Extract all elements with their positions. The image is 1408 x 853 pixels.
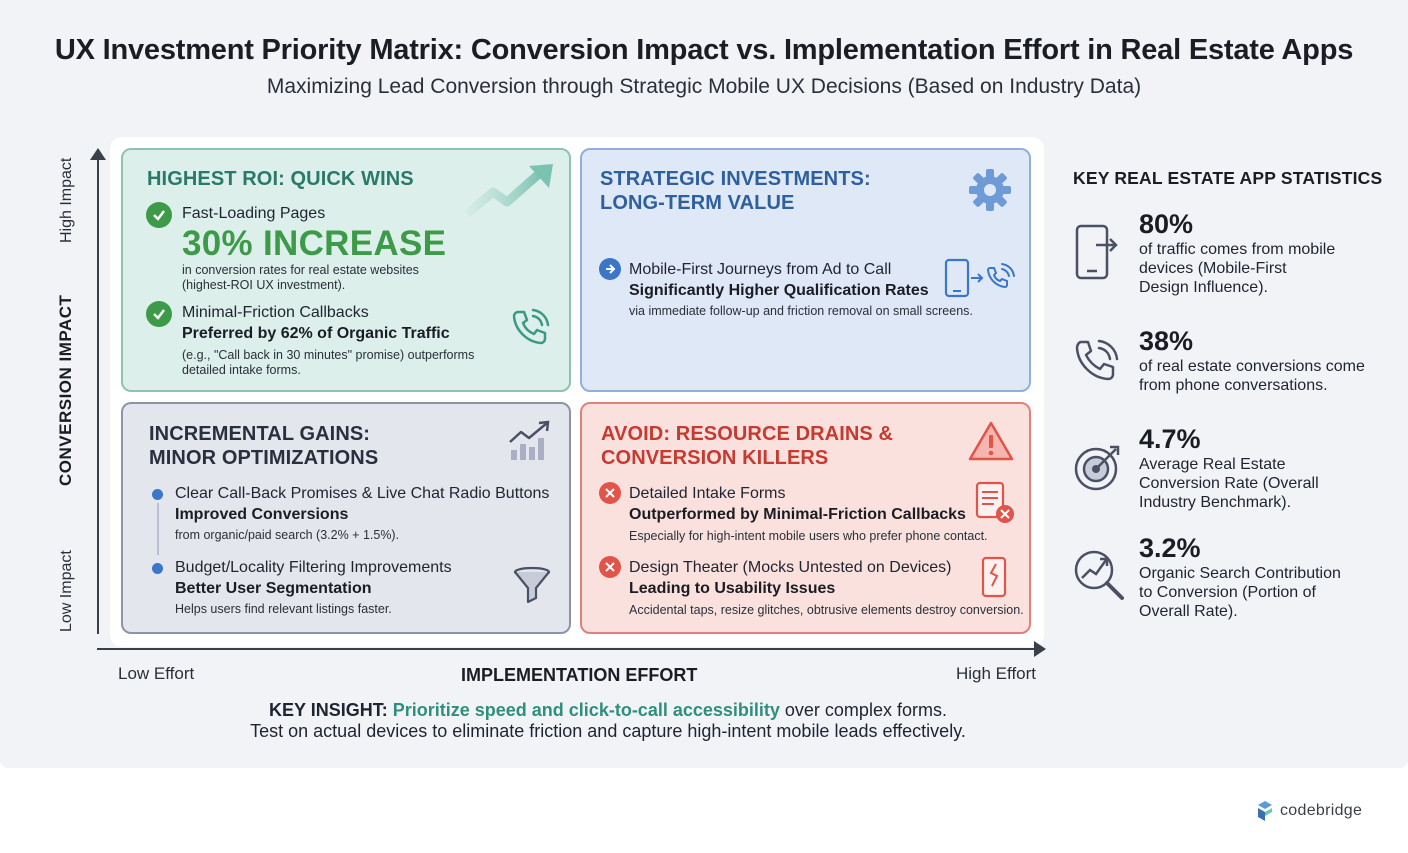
key-insight-label: KEY INSIGHT:: [269, 700, 388, 720]
item-detail: Accidental taps, resize glitches, obtrus…: [629, 603, 1024, 617]
stat-description-line: of real estate conversions come: [1139, 358, 1365, 375]
item-detail: Helps users find relevant listings faste…: [175, 602, 392, 616]
item-detailed-intake-forms: Detailed Intake Forms: [629, 485, 786, 502]
quadrant-incremental-gains: INCREMENTAL GAINS: MINOR OPTIMIZATIONS C…: [121, 402, 571, 634]
item-detail: (highest-ROI UX investment).: [182, 278, 346, 292]
item-highlight: Better User Segmentation: [175, 580, 372, 597]
stat-description: Organic Search Contribution to Conversio…: [1139, 564, 1389, 621]
connector-line: [157, 503, 159, 555]
form-rejected-icon: [975, 481, 1014, 523]
item-detail: Especially for high-intent mobile users …: [629, 529, 988, 543]
warning-triangle-icon: [968, 421, 1014, 461]
item-detail: (e.g., "Call back in 30 minutes" promise…: [182, 348, 475, 362]
y-axis-high-label: High Impact: [58, 157, 75, 243]
item-detail: detailed intake forms.: [182, 363, 301, 377]
check-icon: [146, 202, 172, 228]
page-subtitle: Maximizing Lead Conversion through Strat…: [266, 75, 1142, 98]
quadrant-quick-wins: HIGHEST ROI: QUICK WINS Fast-Loading Pag…: [121, 148, 571, 392]
heading-line: CONVERSION KILLERS: [601, 447, 829, 469]
item-design-theater: Design Theater (Mocks Untested on Device…: [629, 559, 952, 576]
item-highlight: Preferred by 62% of Organic Traffic: [182, 325, 450, 342]
item-budget-filtering: Budget/Locality Filtering Improvements: [175, 559, 452, 576]
quadrant-heading: INCREMENTAL GAINS: MINOR OPTIMIZATIONS: [149, 422, 378, 470]
item-highlight: Outperformed by Minimal-Friction Callbac…: [629, 506, 966, 523]
heading-line: STRATEGIC INVESTMENTS:: [600, 168, 871, 190]
bullet-dot: [152, 563, 163, 574]
funnel-icon: [513, 566, 551, 604]
stat-description-line: Average Real Estate: [1139, 456, 1286, 473]
x-axis-low-label: Low Effort: [118, 664, 195, 683]
quadrant-heading: AVOID: RESOURCE DRAINS & CONVERSION KILL…: [601, 422, 893, 470]
quadrant-heading: STRATEGIC INVESTMENTS: LONG-TERM VALUE: [600, 167, 871, 215]
stat-value-organic-search: 3.2%: [1139, 533, 1201, 563]
trend-up-arrow-icon: [464, 164, 553, 218]
codebridge-logo-icon: [1258, 801, 1272, 821]
x-axis-high-label: High Effort: [956, 664, 1037, 683]
stats-heading: KEY REAL ESTATE APP STATISTICS: [1073, 168, 1383, 188]
x-axis-arrow-icon: [1034, 641, 1046, 657]
quadrant-avoid: AVOID: RESOURCE DRAINS & CONVERSION KILL…: [580, 402, 1031, 634]
item-mobile-first-journeys: Mobile-First Journeys from Ad to Call: [629, 261, 892, 278]
stat-value-conversion-rate: 4.7%: [1139, 424, 1201, 454]
key-insight-text: over complex forms.: [779, 700, 947, 720]
x-axis-title: IMPLEMENTATION EFFORT: [461, 665, 698, 685]
stat-description-line: devices (Mobile-First: [1139, 260, 1287, 277]
item-highlight: Significantly Higher Qualification Rates: [629, 282, 929, 299]
stat-description-line: to Conversion (Portion of: [1139, 584, 1316, 601]
item-detail: from organic/paid search (3.2% + 1.5%).: [175, 528, 400, 542]
gear-icon: [969, 169, 1011, 211]
quadrant-strategic-investments: STRATEGIC INVESTMENTS: LONG-TERM VALUE M…: [580, 148, 1031, 392]
heading-line: INCREMENTAL GAINS:: [149, 423, 371, 445]
search-trend-icon: [1074, 550, 1124, 600]
bullet-dot: [152, 489, 163, 500]
item-fast-loading-pages: Fast-Loading Pages: [182, 205, 326, 222]
item-highlight: Improved Conversions: [175, 506, 349, 523]
stat-30-percent-increase: 30% INCREASE: [182, 224, 447, 263]
y-axis-line: [97, 156, 99, 634]
stat-description: of traffic comes from mobile devices (Mo…: [1139, 240, 1389, 297]
broken-phone-icon: [981, 556, 1007, 598]
quadrant-heading: HIGHEST ROI: QUICK WINS: [147, 168, 414, 190]
key-insight-line-2: Test on actual devices to eliminate fric…: [250, 721, 966, 741]
phone-icon: [1075, 339, 1119, 381]
stat-description: of real estate conversions come from pho…: [1139, 357, 1389, 395]
bar-chart-trend-icon: [509, 420, 550, 460]
stat-description: Average Real Estate Conversion Rate (Ove…: [1139, 455, 1389, 512]
target-icon: [1074, 445, 1120, 491]
phone-ringing-icon: [512, 308, 550, 345]
check-icon: [146, 301, 172, 327]
page-title: UX Investment Priority Matrix: Conversio…: [54, 34, 1354, 66]
stat-description-line: Design Influence).: [1139, 279, 1268, 296]
heading-line: AVOID: RESOURCE DRAINS &: [601, 423, 894, 445]
brand-name: codebridge: [1280, 802, 1363, 819]
key-insight-highlight: Prioritize speed and click-to-call acces…: [392, 700, 780, 720]
x-icon: [599, 482, 621, 504]
stat-value-phone-conversions: 38%: [1139, 326, 1194, 356]
y-axis-title: CONVERSION IMPACT: [56, 294, 75, 486]
stat-description-line: of traffic comes from mobile: [1139, 241, 1336, 258]
arrow-right-icon: [599, 258, 621, 280]
stat-description-line: Industry Benchmark).: [1139, 494, 1292, 511]
x-icon: [599, 556, 621, 578]
stat-description-line: from phone conversations.: [1139, 377, 1328, 394]
item-call-back-promises: Clear Call-Back Promises & Live Chat Rad…: [175, 485, 550, 502]
item-highlight: Leading to Usability Issues: [629, 580, 836, 597]
mobile-exit-icon: [1075, 224, 1118, 280]
stat-value-mobile-traffic: 80%: [1139, 209, 1194, 239]
mobile-to-phone-icon: [944, 258, 1015, 298]
stat-description-line: Overall Rate).: [1139, 603, 1238, 620]
heading-line: MINOR OPTIMIZATIONS: [149, 447, 379, 469]
stat-description-line: Conversion Rate (Overall: [1139, 475, 1319, 492]
item-detail: via immediate follow-up and friction rem…: [629, 304, 973, 318]
item-minimal-friction-callbacks: Minimal-Friction Callbacks: [182, 304, 369, 321]
stat-description-line: Organic Search Contribution: [1139, 565, 1341, 582]
y-axis-low-label: Low Impact: [58, 550, 75, 632]
key-insight: KEY INSIGHT: Prioritize speed and click-…: [0, 700, 1216, 721]
heading-line: LONG-TERM VALUE: [600, 192, 795, 214]
x-axis-line: [97, 648, 1037, 650]
brand-logo[interactable]: codebridge: [1256, 800, 1362, 822]
y-axis-arrow-icon: [90, 148, 106, 160]
item-detail: in conversion rates for real estate webs…: [182, 263, 419, 277]
